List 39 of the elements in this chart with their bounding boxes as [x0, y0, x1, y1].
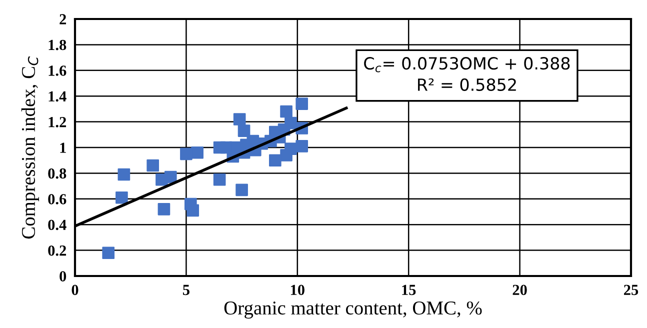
y-tick-label: 0.4	[48, 220, 66, 230]
point	[191, 146, 204, 159]
x-tick-label: 5	[182, 284, 190, 296]
y-tick-label: 0.2	[48, 245, 66, 256]
y-tick-label: 0.8	[48, 168, 66, 179]
x-axis-title: Organic matter content, OMC, %	[224, 301, 482, 319]
x-tick-label: 15	[402, 284, 416, 296]
x-tick-label: 20	[512, 284, 527, 296]
x-tick-label: 0	[72, 284, 78, 296]
y-tick-label: 0	[60, 271, 66, 282]
x-tick-label: 10	[290, 284, 304, 296]
point	[236, 184, 248, 196]
point	[238, 124, 250, 137]
point	[116, 191, 128, 204]
y-tick-label: 1	[60, 142, 66, 153]
y-tick-label: 1.4	[48, 91, 66, 102]
point	[296, 98, 308, 110]
y-axis-title: Compression index, C$_{C}$	[21, 56, 39, 239]
y-tick-label: 1.2	[48, 116, 66, 128]
point	[156, 173, 168, 186]
annotation: C$_{c}$= 0.0753OMC + 0.388 R² = 0.5852	[364, 57, 570, 91]
y-tick-label: 1.6	[48, 66, 66, 76]
y-tick-label: 2	[60, 14, 66, 24]
point	[280, 105, 292, 118]
point	[280, 149, 292, 162]
point	[296, 140, 308, 152]
point	[102, 246, 115, 260]
point	[118, 168, 130, 181]
point	[158, 203, 170, 216]
y-tick-label: 1.8	[48, 40, 66, 50]
point	[184, 198, 197, 210]
point	[213, 173, 226, 186]
point	[233, 113, 246, 126]
y-tick-label: 0.6	[48, 194, 66, 204]
point	[180, 148, 192, 160]
point	[213, 141, 226, 154]
point	[268, 154, 282, 167]
point	[146, 159, 160, 172]
x-tick-label: 25	[624, 284, 638, 296]
